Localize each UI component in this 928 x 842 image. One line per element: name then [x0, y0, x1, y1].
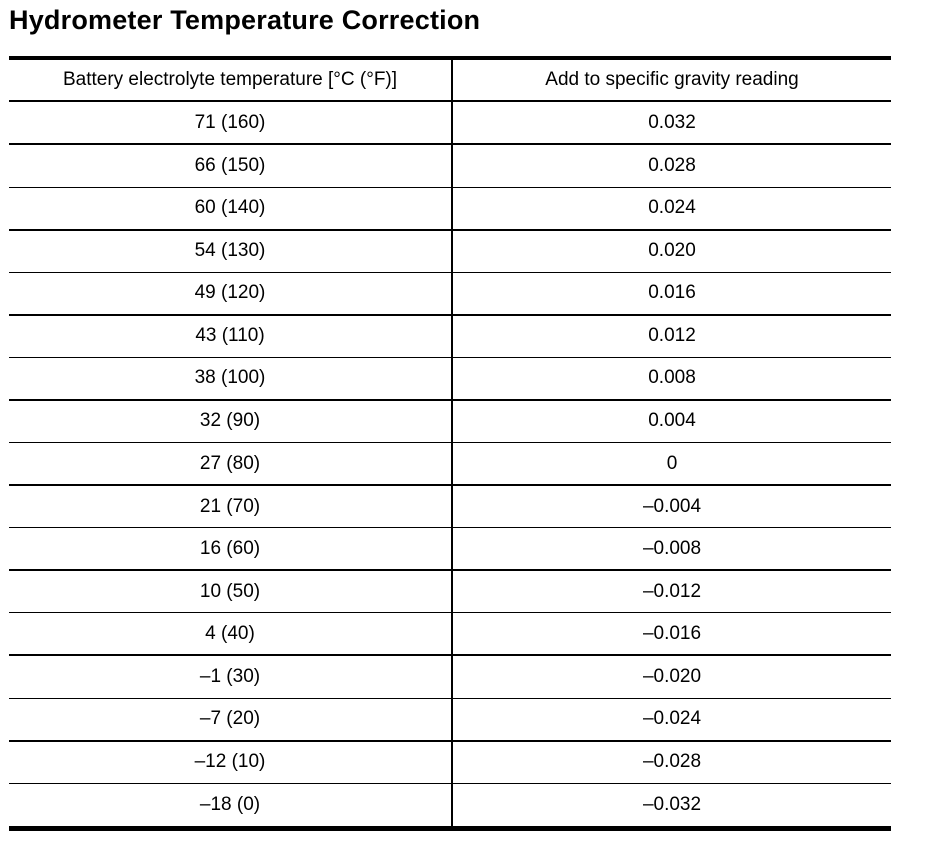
temperature-cell: 49 (120)	[9, 272, 453, 316]
temperature-cell: 10 (50)	[9, 570, 453, 614]
gravity-cell: 0.020	[452, 229, 891, 273]
gravity-cell: –0.004	[452, 485, 891, 529]
gravity-cell: 0.028	[452, 144, 891, 188]
gravity-cell: –0.020	[452, 655, 891, 699]
table-row: 16 (60) –0.008	[9, 527, 891, 572]
gravity-cell: 0	[452, 442, 891, 487]
header-row: Battery electrolyte temperature [°C (°F)…	[9, 58, 891, 102]
hydrometer-correction-table: Battery electrolyte temperature [°C (°F)…	[9, 56, 891, 831]
table-row: 60 (140) 0.024	[9, 187, 891, 231]
temperature-cell: 71 (160)	[9, 101, 453, 146]
table-row: 66 (150) 0.028	[9, 144, 891, 188]
table-row: 71 (160) 0.032	[9, 101, 891, 146]
gravity-cell: 0.016	[452, 272, 891, 316]
temperature-cell: –7 (20)	[9, 698, 453, 742]
gravity-cell: 0.012	[452, 314, 891, 358]
table-row: 49 (120) 0.016	[9, 272, 891, 316]
table-row: 27 (80) 0	[9, 442, 891, 487]
table-row: 10 (50) –0.012	[9, 570, 891, 614]
gravity-cell: –0.016	[452, 612, 891, 657]
gravity-cell: –0.012	[452, 570, 891, 614]
table-row: 43 (110) 0.012	[9, 314, 891, 358]
gravity-cell: 0.008	[452, 357, 891, 401]
temperature-cell: 66 (150)	[9, 144, 453, 188]
table-row: 54 (130) 0.020	[9, 229, 891, 273]
temperature-cell: 60 (140)	[9, 187, 453, 231]
gravity-cell: –0.028	[452, 740, 891, 784]
temperature-cell: 27 (80)	[9, 442, 453, 487]
temperature-cell: 32 (90)	[9, 399, 453, 444]
table-row: 32 (90) 0.004	[9, 399, 891, 444]
temperature-cell: 54 (130)	[9, 229, 453, 273]
gravity-cell: –0.024	[452, 698, 891, 742]
table-row: –18 (0) –0.032	[9, 783, 891, 829]
table-row: –12 (10) –0.028	[9, 740, 891, 784]
temperature-cell: 21 (70)	[9, 485, 453, 529]
gravity-cell: 0.024	[452, 187, 891, 231]
temperature-cell: 38 (100)	[9, 357, 453, 401]
page-title: Hydrometer Temperature Correction	[9, 5, 481, 35]
temperature-cell: –12 (10)	[9, 740, 453, 784]
temperature-cell: 43 (110)	[9, 314, 453, 358]
column-header-gravity: Add to specific gravity reading	[452, 58, 891, 102]
temperature-cell: –18 (0)	[9, 783, 453, 829]
column-header-temperature: Battery electrolyte temperature [°C (°F)…	[9, 58, 453, 102]
gravity-cell: 0.032	[452, 101, 891, 146]
temperature-cell: –1 (30)	[9, 655, 453, 699]
table-row: 21 (70) –0.004	[9, 485, 891, 529]
table-row: 4 (40) –0.016	[9, 612, 891, 657]
table-row: –7 (20) –0.024	[9, 698, 891, 742]
temperature-cell: 16 (60)	[9, 527, 453, 572]
gravity-cell: –0.032	[642, 793, 702, 815]
gravity-cell: –0.008	[452, 527, 891, 572]
table-row: 38 (100) 0.008	[9, 357, 891, 401]
temperature-cell: 4 (40)	[9, 612, 453, 657]
table-row: –1 (30) –0.020	[9, 655, 891, 699]
gravity-cell: 0.004	[452, 399, 891, 444]
